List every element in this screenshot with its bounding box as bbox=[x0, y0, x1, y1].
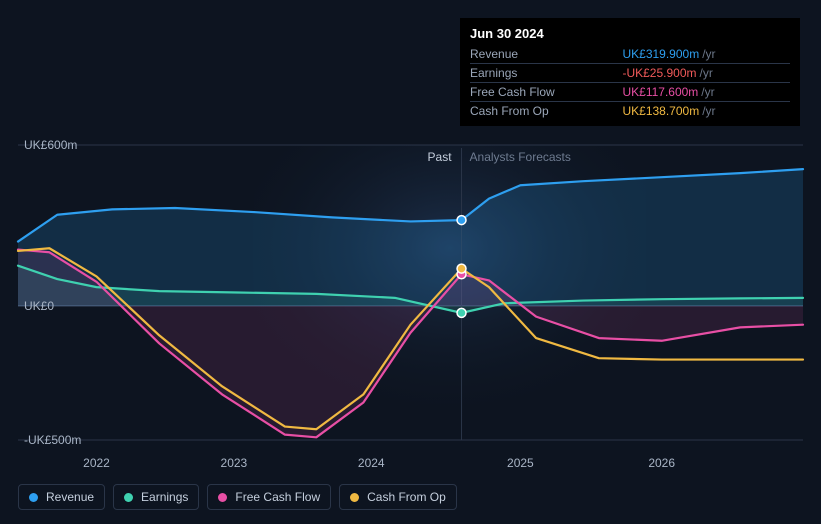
tooltip-row: RevenueUK£319.900m/yr bbox=[470, 45, 790, 64]
tooltip-row-label: Earnings bbox=[470, 64, 622, 83]
legend-label: Earnings bbox=[141, 490, 188, 504]
tooltip-row-label: Revenue bbox=[470, 45, 622, 64]
earnings-revenue-chart: UK£600mUK£0-UK£500m 20222023202420252026… bbox=[0, 0, 821, 524]
legend-dot-icon bbox=[124, 493, 133, 502]
chart-legend: Revenue Earnings Free Cash Flow Cash From O… bbox=[18, 484, 457, 510]
legend-dot-icon bbox=[29, 493, 38, 502]
tooltip-date: Jun 30 2024 bbox=[470, 26, 790, 41]
tooltip-row-label: Cash From Op bbox=[470, 102, 622, 121]
legend-dot-icon bbox=[350, 493, 359, 502]
legend-label: Cash From Op bbox=[367, 490, 446, 504]
chart-tooltip: Jun 30 2024 RevenueUK£319.900m/yrEarning… bbox=[460, 18, 800, 126]
tooltip-row-value: UK£117.600m/yr bbox=[622, 83, 790, 102]
legend-item-free-cash-flow[interactable]: Free Cash Flow bbox=[207, 484, 331, 510]
tooltip-row: Cash From OpUK£138.700m/yr bbox=[470, 102, 790, 121]
legend-item-earnings[interactable]: Earnings bbox=[113, 484, 199, 510]
tooltip-row: Free Cash FlowUK£117.600m/yr bbox=[470, 83, 790, 102]
legend-label: Free Cash Flow bbox=[235, 490, 320, 504]
legend-item-cash-from-op[interactable]: Cash From Op bbox=[339, 484, 457, 510]
tooltip-row: Earnings-UK£25.900m/yr bbox=[470, 64, 790, 83]
legend-dot-icon bbox=[218, 493, 227, 502]
tooltip-row-label: Free Cash Flow bbox=[470, 83, 622, 102]
legend-label: Revenue bbox=[46, 490, 94, 504]
legend-item-revenue[interactable]: Revenue bbox=[18, 484, 105, 510]
tooltip-row-value: UK£319.900m/yr bbox=[622, 45, 790, 64]
tooltip-row-value: UK£138.700m/yr bbox=[622, 102, 790, 121]
tooltip-row-value: -UK£25.900m/yr bbox=[622, 64, 790, 83]
